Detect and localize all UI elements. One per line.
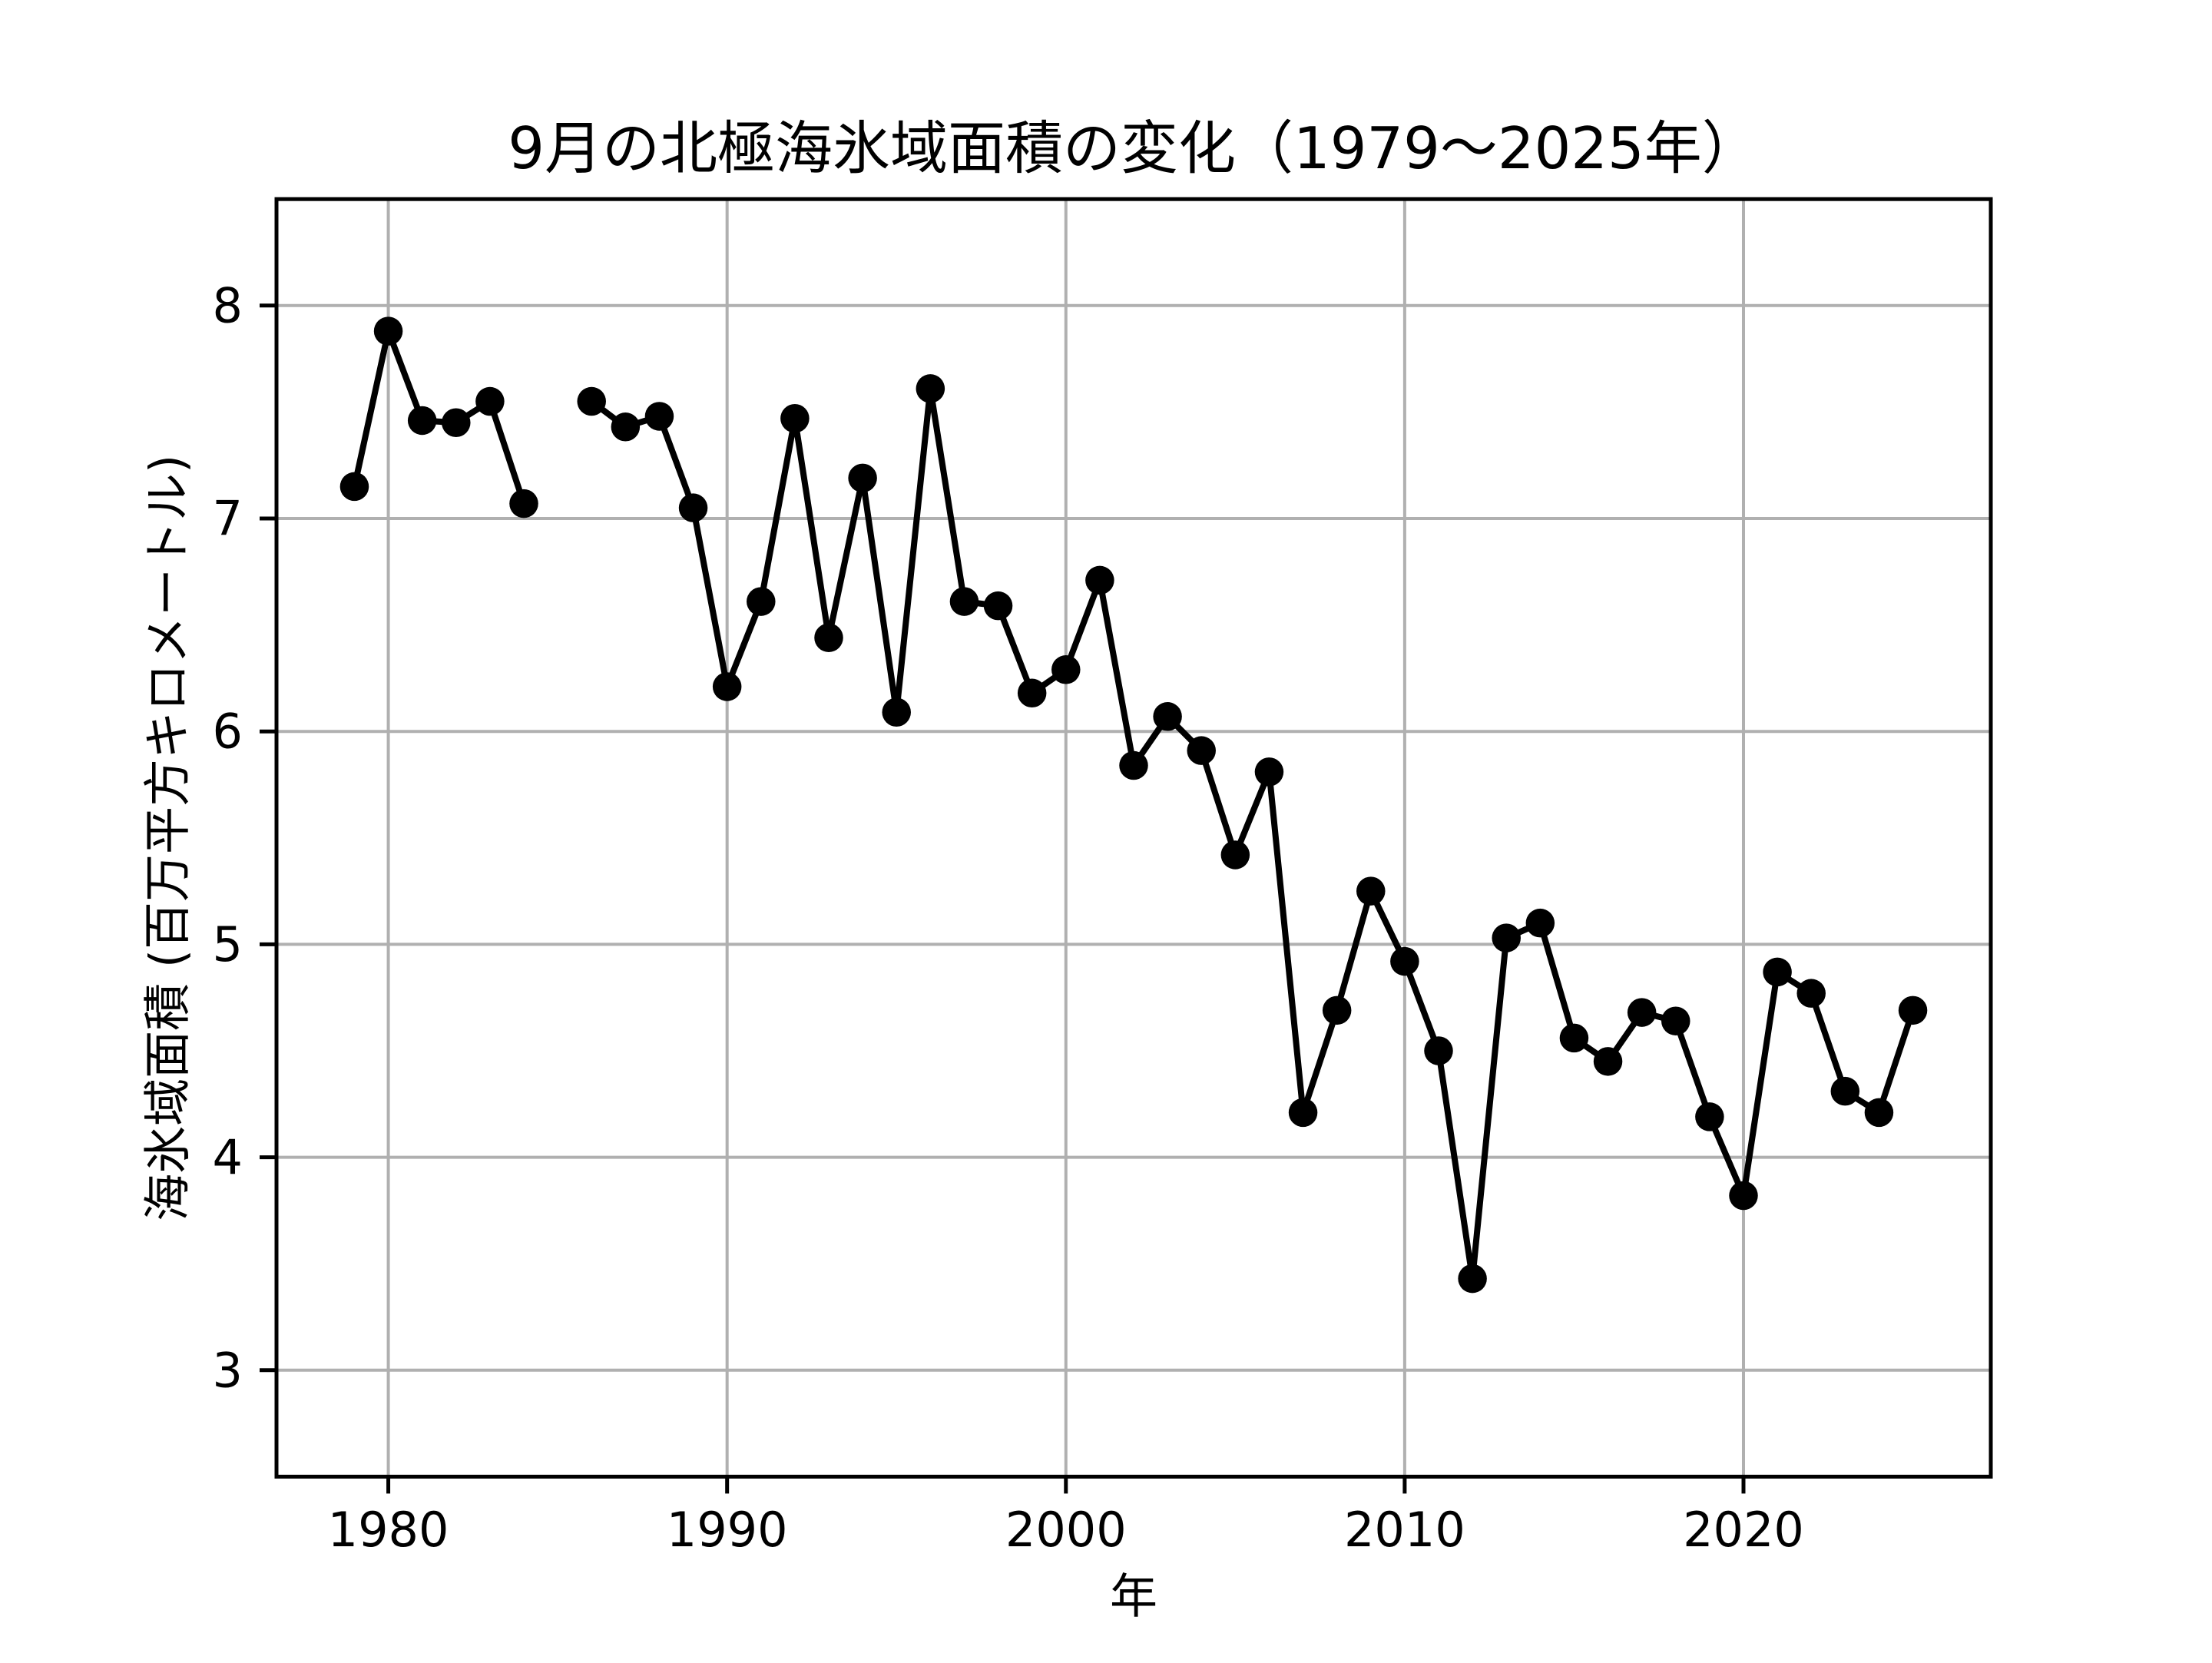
series-line-segment-1 bbox=[351, 328, 527, 505]
data-point-2023 bbox=[1830, 1076, 1860, 1106]
x-tick-label-2020: 2020 bbox=[1683, 1502, 1804, 1558]
data-point-2020 bbox=[1729, 1181, 1758, 1211]
data-point-1990 bbox=[712, 672, 742, 701]
data-point-2019 bbox=[1695, 1102, 1724, 1131]
data-point-1992 bbox=[780, 403, 810, 433]
series-line-layer bbox=[351, 328, 1916, 1282]
data-point-1986 bbox=[577, 386, 606, 416]
data-point-2017 bbox=[1627, 998, 1657, 1027]
data-point-1983 bbox=[475, 386, 505, 416]
data-point-2002 bbox=[1119, 750, 1148, 780]
data-point-2022 bbox=[1796, 979, 1826, 1008]
data-point-2024 bbox=[1864, 1098, 1894, 1128]
y-tick-label-3: 3 bbox=[213, 1342, 243, 1398]
data-point-1995 bbox=[882, 697, 911, 727]
data-point-1999 bbox=[1017, 678, 1047, 708]
data-point-1994 bbox=[848, 463, 877, 493]
data-point-2006 bbox=[1254, 757, 1284, 787]
series-line-segment-2 bbox=[589, 385, 1916, 1282]
data-point-1998 bbox=[983, 591, 1013, 621]
y-tick-label-5: 5 bbox=[213, 916, 243, 972]
data-point-2014 bbox=[1525, 908, 1555, 938]
data-point-2007 bbox=[1288, 1098, 1318, 1128]
tick-layer: 1980 1990 2000 2010 2020 3 4 5 6 7 8 bbox=[213, 277, 1804, 1558]
y-tick-label-7: 7 bbox=[213, 491, 243, 547]
data-point-2009 bbox=[1356, 876, 1386, 906]
x-axis-label: 年 bbox=[1110, 1569, 1157, 1625]
data-point-2012 bbox=[1458, 1264, 1487, 1294]
x-tick-label-1990: 1990 bbox=[667, 1502, 788, 1558]
y-axis-label: 海氷域面積 (百万平方キロメートル) bbox=[140, 455, 196, 1221]
data-point-1984 bbox=[509, 489, 538, 518]
data-point-1997 bbox=[949, 587, 979, 616]
data-point-2018 bbox=[1661, 1006, 1690, 1035]
data-point-2010 bbox=[1390, 946, 1419, 976]
data-point-2001 bbox=[1085, 565, 1114, 595]
data-point-2013 bbox=[1492, 923, 1521, 952]
data-point-2015 bbox=[1559, 1023, 1589, 1053]
data-point-1987 bbox=[611, 412, 641, 442]
data-point-2016 bbox=[1593, 1047, 1623, 1076]
data-point-1981 bbox=[407, 406, 437, 436]
data-point-2008 bbox=[1322, 995, 1352, 1025]
data-point-1993 bbox=[814, 623, 843, 652]
data-point-1979 bbox=[339, 472, 369, 502]
data-point-2004 bbox=[1187, 736, 1216, 765]
data-point-2003 bbox=[1153, 702, 1182, 731]
axes-frame bbox=[274, 197, 1993, 1479]
y-tick-label-6: 6 bbox=[213, 704, 243, 760]
data-point-1989 bbox=[678, 493, 708, 522]
data-point-2011 bbox=[1424, 1036, 1453, 1065]
y-tick-label-8: 8 bbox=[213, 277, 243, 333]
data-point-1991 bbox=[747, 587, 776, 616]
x-tick-label-2000: 2000 bbox=[1005, 1502, 1127, 1558]
data-point-layer bbox=[339, 316, 1928, 1294]
data-point-2000 bbox=[1051, 655, 1081, 684]
data-point-1996 bbox=[916, 374, 945, 403]
data-point-2025 bbox=[1898, 995, 1928, 1025]
x-tick-label-2010: 2010 bbox=[1344, 1502, 1465, 1558]
x-tick-label-1980: 1980 bbox=[328, 1502, 449, 1558]
chart-title: 9月の北極海氷域面積の変化（1979～2025年） bbox=[508, 114, 1759, 182]
data-point-1980 bbox=[373, 316, 403, 346]
y-tick-label-4: 4 bbox=[213, 1129, 243, 1185]
data-point-2005 bbox=[1220, 840, 1250, 870]
data-point-1982 bbox=[442, 408, 471, 438]
data-point-2021 bbox=[1763, 957, 1792, 987]
data-point-1988 bbox=[644, 402, 674, 431]
grid-layer bbox=[276, 199, 1991, 1477]
